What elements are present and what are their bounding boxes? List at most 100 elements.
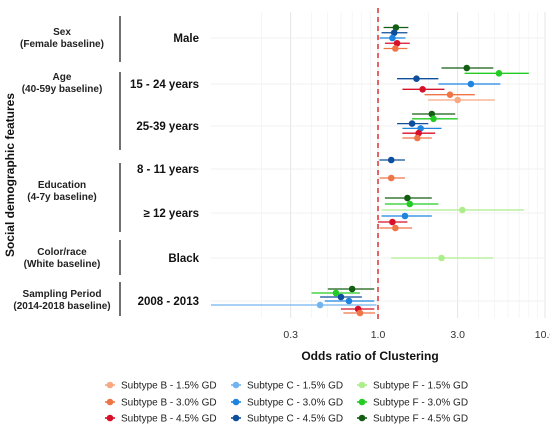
row-label-edu12: ≥ 12 years — [143, 208, 199, 220]
point-estimate — [401, 212, 409, 220]
legend-item-subtype-f-4-5-gd: Subtype F - 4.5% GD — [357, 414, 468, 425]
legend-label: Subtype C - 3.0% GD — [247, 398, 343, 409]
estimate-age15-subtype-b-3-0-gd — [424, 91, 475, 98]
group-title-sampling: Sampling Period — [23, 289, 102, 300]
estimate-age15-subtype-f-4-5-gd — [441, 64, 494, 72]
point-estimate — [495, 70, 503, 77]
legend: Subtype B - 1.5% GD Subtype B - 3.0% GD Su… — [105, 381, 468, 425]
legend-item-subtype-c-4-5-gd: Subtype C - 4.5% GD — [231, 414, 343, 425]
estimate-male-subtype-c-4-5-gd — [381, 29, 408, 37]
estimate-period-subtype-f-4-5-gd — [327, 285, 375, 293]
point-estimate — [389, 34, 396, 42]
legend-label: Subtype B - 4.5% GD — [121, 414, 217, 425]
group-title-age: Age — [53, 72, 72, 83]
legend-label: Subtype C - 4.5% GD — [247, 414, 343, 425]
estimate-age15-subtype-b-4-5-gd — [402, 86, 445, 93]
point-estimate — [393, 39, 401, 47]
point-estimate — [392, 224, 399, 232]
point-estimate — [463, 64, 471, 72]
point-estimate — [392, 45, 399, 52]
point-estimate — [454, 96, 461, 104]
row-label-black: Black — [168, 253, 199, 265]
x-tick-label: 10.0 — [535, 329, 550, 341]
estimate-male-subtype-b-3-0-gd — [383, 45, 408, 52]
legend-item-subtype-b-1-5-gd: Subtype B - 1.5% GD — [105, 381, 217, 392]
legend-swatch-dot — [232, 398, 240, 406]
legend-swatch-dot — [106, 381, 114, 389]
estimate-period-subtype-c-3-0-gd — [324, 297, 375, 305]
estimate-edu12-subtype-f-1-5-gd — [381, 206, 525, 214]
estimate-age25-subtype-c-4-5-gd — [397, 120, 429, 127]
estimate-edu12-subtype-f-3-0-gd — [384, 200, 439, 208]
point-estimate — [419, 86, 426, 93]
legend-label: Subtype B - 1.5% GD — [121, 381, 217, 392]
legend-swatch-dot — [358, 398, 366, 406]
legend-swatch-dot — [106, 414, 114, 422]
point-estimate — [316, 301, 324, 309]
x-tick-label: 0.3 — [283, 329, 298, 341]
estimate-age15-subtype-f-3-0-gd — [464, 70, 529, 77]
legend-item-subtype-b-4-5-gd: Subtype B - 4.5% GD — [105, 414, 217, 425]
point-estimate — [414, 134, 421, 142]
point-estimate — [408, 120, 416, 127]
estimate-age15-subtype-c-4-5-gd — [397, 75, 439, 82]
point-estimate — [348, 285, 356, 293]
legend-item-subtype-b-3-0-gd: Subtype B - 3.0% GD — [105, 398, 217, 409]
row-label-male: Male — [173, 33, 199, 45]
estimate-age15-subtype-c-3-0-gd — [438, 80, 501, 88]
legend-item-subtype-f-1-5-gd: Subtype F - 1.5% GD — [357, 381, 468, 392]
point-estimate — [332, 289, 340, 297]
estimate-age25-subtype-f-3-0-gd — [412, 115, 458, 123]
estimate-edu8-subtype-c-4-5-gd — [379, 156, 405, 164]
group-title-sex: Sex — [53, 27, 71, 38]
point-estimate — [387, 156, 395, 164]
point-estimate — [459, 206, 466, 214]
group-title-age: (40-59y baseline) — [22, 84, 103, 95]
estimate-edu12-subtype-b-4-5-gd — [378, 218, 408, 226]
estimate-period-subtype-c-1-5-gd — [211, 301, 377, 309]
x-tick-label: 3.0 — [450, 329, 465, 341]
legend-swatch-dot — [106, 398, 114, 406]
x-axis-title: Odds ratio of Clustering — [301, 349, 438, 363]
estimate-edu12-subtype-b-3-0-gd — [379, 224, 413, 232]
group-title-color: (White baseline) — [24, 259, 101, 270]
point-estimate — [356, 309, 364, 317]
group-title-sampling: (2014-2018 baseline) — [13, 301, 110, 312]
row-label-age15: 15 - 24 years — [130, 79, 199, 91]
point-estimate — [345, 297, 353, 305]
point-estimate — [406, 200, 414, 208]
legend-item-subtype-f-3-0-gd: Subtype F - 3.0% GD — [357, 398, 468, 409]
legend-label: Subtype C - 1.5% GD — [247, 381, 343, 392]
estimate-period-subtype-f-3-0-gd — [311, 289, 360, 297]
legend-item-subtype-c-1-5-gd: Subtype C - 1.5% GD — [231, 381, 343, 392]
y-axis-title: Social demographic features — [3, 93, 17, 257]
point-estimate — [337, 293, 345, 301]
estimate-male-subtype-c-3-0-gd — [379, 34, 406, 42]
point-estimate — [392, 24, 400, 31]
point-estimate — [430, 115, 437, 123]
estimate-age15-subtype-b-1-5-gd — [428, 96, 495, 104]
estimate-edu12-subtype-c-3-0-gd — [381, 212, 432, 220]
point-estimate — [387, 174, 395, 182]
legend-label: Subtype F - 4.5% GD — [373, 414, 468, 425]
point-estimate — [389, 218, 396, 226]
group-titles: Sex(Female baseline) Age(40-59y baseline)… — [13, 27, 110, 312]
point-estimate — [404, 194, 411, 202]
point-estimate — [413, 75, 420, 82]
x-tick-label: 1.0 — [371, 329, 386, 341]
estimate-marks — [211, 24, 529, 317]
estimate-edu8-subtype-b-3-0-gd — [379, 174, 405, 182]
legend-swatch-dot — [232, 414, 240, 422]
estimate-period-subtype-b-3-0-gd — [343, 309, 376, 317]
legend-label: Subtype F - 3.0% GD — [373, 398, 468, 409]
point-estimate — [446, 91, 454, 98]
group-title-education: Education — [38, 180, 86, 191]
group-title-color: Color/race — [37, 247, 87, 258]
legend-item-subtype-c-3-0-gd: Subtype C - 3.0% GD — [231, 398, 343, 409]
group-title-education: (4-7y baseline) — [27, 192, 96, 203]
estimate-male-subtype-b-4-5-gd — [384, 39, 410, 47]
legend-swatch-dot — [358, 414, 366, 422]
point-estimate — [467, 80, 475, 88]
estimate-black-subtype-f-1-5-gd — [391, 254, 494, 262]
